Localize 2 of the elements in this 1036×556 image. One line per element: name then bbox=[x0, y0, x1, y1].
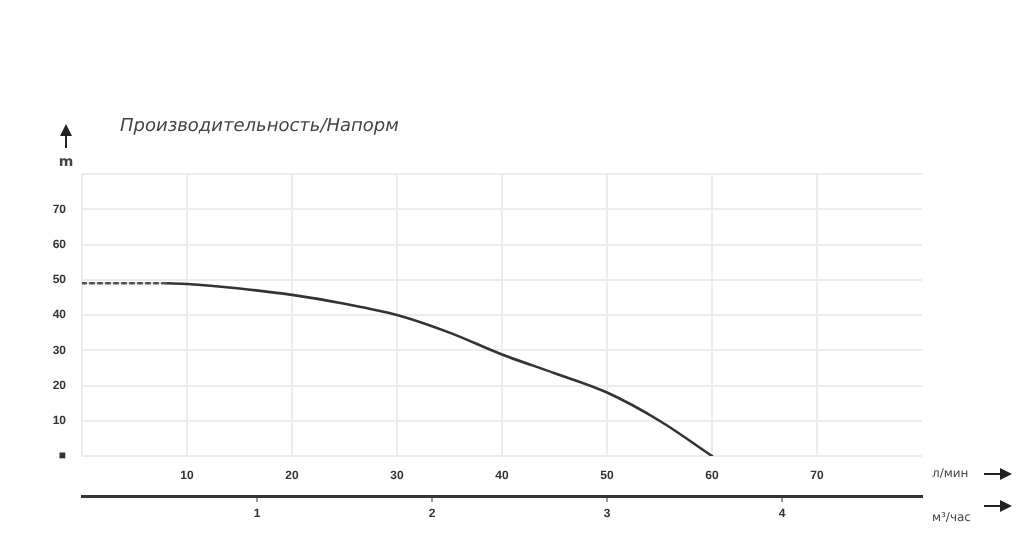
line-series bbox=[164, 281, 714, 456]
chart-title: Производительность/Напорм bbox=[120, 116, 400, 137]
